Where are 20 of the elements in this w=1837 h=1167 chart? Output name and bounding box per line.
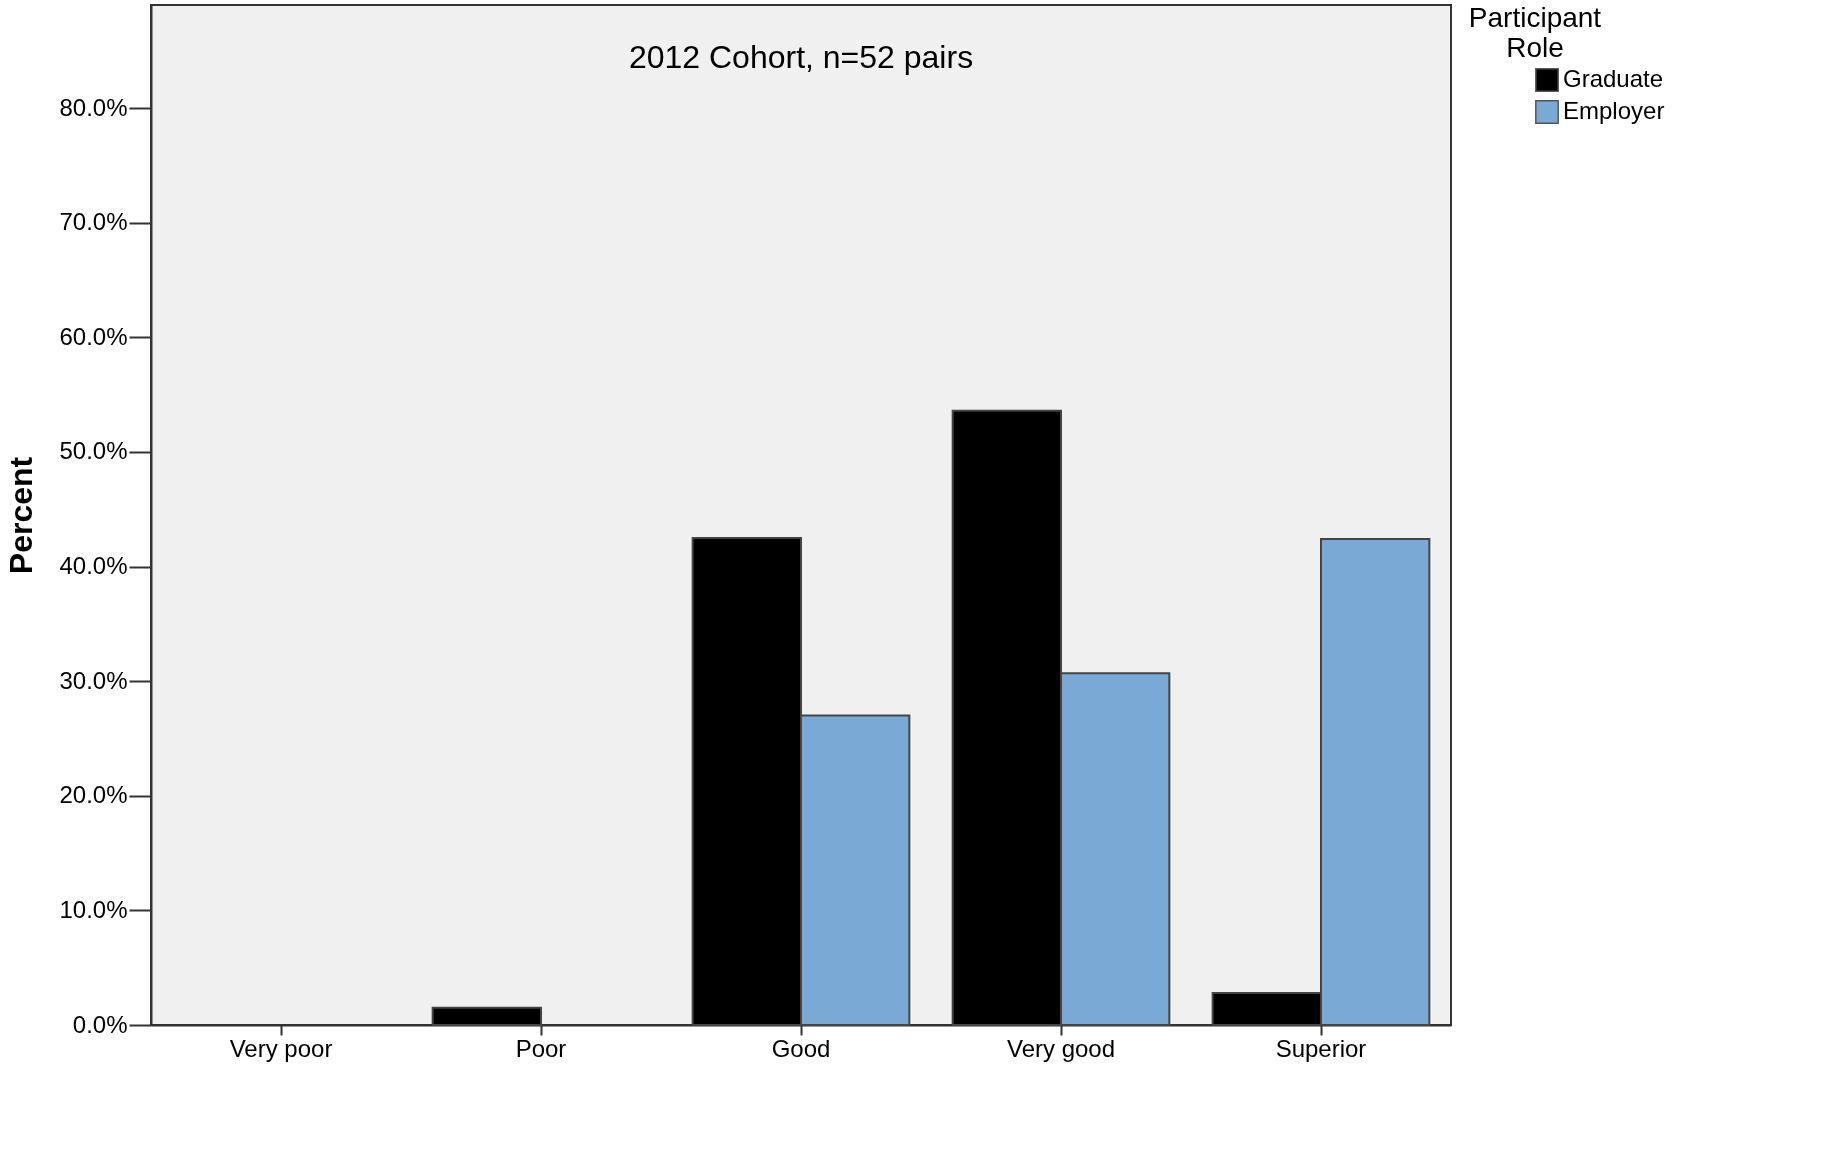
x-tick-label: Superior <box>1275 1034 1367 1062</box>
y-tick-label: 40.0% <box>59 552 128 580</box>
y-tick-label: 20.0% <box>59 781 128 809</box>
x-tick-label: Very good <box>1006 1034 1116 1062</box>
y-tick-label: 60.0% <box>59 322 128 350</box>
y-tick-label: 10.0% <box>59 895 128 923</box>
legend-label: Employer <box>1563 97 1665 124</box>
x-tick-label: Good <box>771 1034 831 1062</box>
y-tick-label: 0.0% <box>72 1010 128 1038</box>
x-tick-label: Poor <box>515 1034 567 1062</box>
y-axis-title: Percent <box>3 456 40 575</box>
bar <box>431 1006 542 1026</box>
legend-title: Participant Role <box>1468 2 1602 63</box>
text: 2012 Cohort, n=52 pairs <box>628 39 974 75</box>
x-tick-label: Very poor <box>229 1034 333 1062</box>
y-tick-label: 50.0% <box>59 437 128 465</box>
y-tick-label: 30.0% <box>59 666 128 694</box>
y-tick-label: 80.0% <box>59 93 128 121</box>
legend-label: Graduate <box>1563 65 1664 92</box>
y-tick-label: 70.0% <box>59 208 128 236</box>
